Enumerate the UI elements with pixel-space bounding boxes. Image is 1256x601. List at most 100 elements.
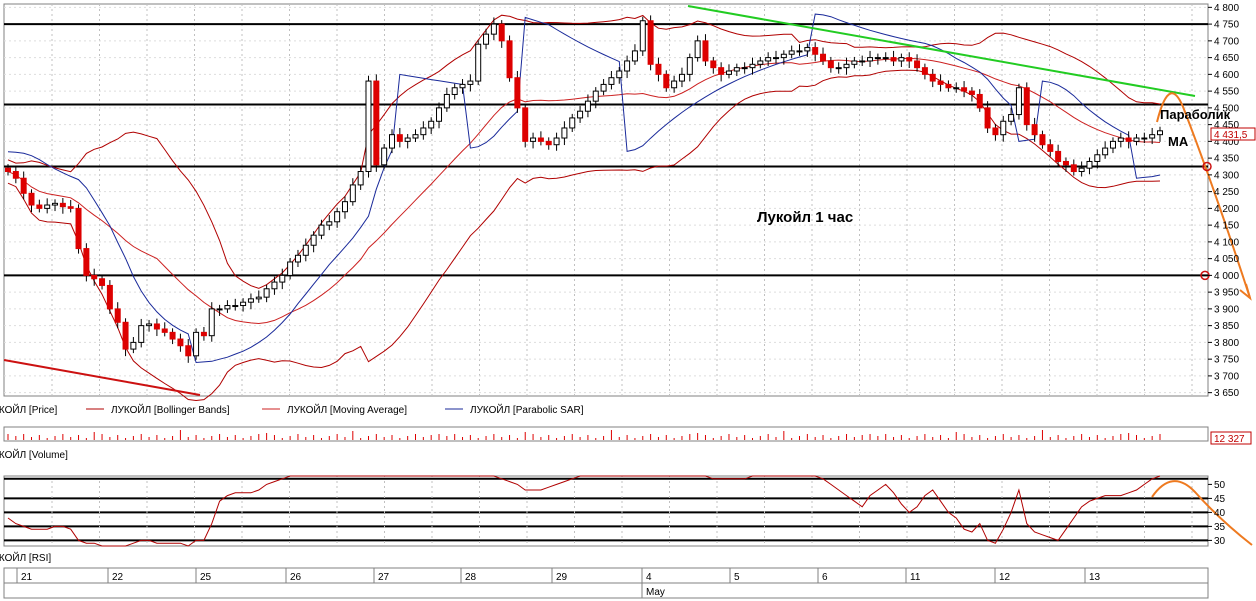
- candle-body: [67, 206, 74, 209]
- candle-body: [44, 204, 51, 209]
- rsi-legend: ЛУКОЙЛ [RSI]: [0, 551, 51, 564]
- candle-body: [232, 305, 239, 308]
- candle-body: [725, 70, 732, 75]
- parabolic-sar-line: [7, 13, 1161, 364]
- y-tick-label: 4 800: [1214, 3, 1239, 14]
- rsi-tick-label: 50: [1214, 480, 1226, 491]
- candle-body: [263, 288, 270, 298]
- candle-body: [200, 331, 207, 337]
- candle-body: [663, 73, 670, 89]
- candle-body: [577, 110, 584, 119]
- candle-body: [733, 67, 740, 72]
- candle-body: [796, 50, 803, 53]
- candle-body: [28, 192, 35, 206]
- candle-body: [436, 107, 443, 122]
- day-label: 26: [290, 572, 302, 583]
- candle-body: [773, 57, 779, 60]
- candle-body: [153, 323, 160, 330]
- candle-body: [1133, 137, 1140, 142]
- y-tick-label: 3 900: [1214, 304, 1239, 315]
- candle-body: [106, 284, 113, 310]
- candle-body: [1094, 154, 1101, 162]
- candle-body: [639, 20, 646, 52]
- y-tick-label: 4 000: [1214, 271, 1239, 282]
- candle-body: [349, 184, 356, 203]
- candle-body: [1023, 87, 1030, 126]
- candle-body: [992, 127, 999, 136]
- candle-body: [859, 60, 866, 63]
- candle-body: [443, 93, 450, 109]
- candle-body: [1102, 147, 1109, 156]
- candle-body: [420, 127, 427, 136]
- candle-body: [357, 171, 364, 186]
- day-label: 11: [910, 572, 921, 583]
- candle-body: [185, 345, 192, 357]
- legend-price: ЛУКОЙЛ [Price]: [0, 403, 57, 416]
- day-label: 25: [200, 572, 212, 583]
- candle-body: [1157, 130, 1163, 136]
- day-label: 27: [378, 572, 390, 583]
- candle-body: [1109, 140, 1116, 149]
- rsi-plot-frame: [3, 475, 1209, 547]
- candle-body: [5, 167, 11, 173]
- y-tick-label: 4 250: [1214, 187, 1239, 198]
- candle-body: [59, 202, 66, 208]
- legend-ma: ЛУКОЙЛ [Moving Average]: [287, 403, 407, 416]
- candle-body: [843, 63, 850, 69]
- candle-body: [1117, 137, 1124, 142]
- candle-body: [287, 261, 294, 276]
- parabolic-sar: [7, 13, 1161, 364]
- candle-body: [83, 248, 90, 276]
- candle-body: [1039, 134, 1046, 146]
- forecast-arrow-price: [1156, 92, 1251, 299]
- rsi-y-axis: 50 45 40 35 30: [1208, 480, 1226, 547]
- candle-body: [788, 50, 795, 55]
- candle-body: [208, 308, 215, 337]
- candle-body: [553, 137, 560, 146]
- y-tick-label: 4 350: [1214, 154, 1239, 165]
- candle-body: [874, 57, 881, 60]
- candle-body: [1047, 144, 1054, 152]
- candle-body: [522, 107, 529, 142]
- candle-body: [459, 83, 466, 89]
- candle-body: [592, 90, 599, 102]
- candle-body: [341, 201, 348, 213]
- forecast-arrow-rsi: [1151, 480, 1253, 546]
- candle-body: [608, 77, 615, 85]
- rsi-tick-label: 30: [1214, 536, 1226, 547]
- candle-body: [169, 331, 176, 340]
- candle-body: [961, 87, 968, 92]
- y-tick-label: 3 850: [1214, 321, 1239, 332]
- candle-body: [537, 137, 544, 142]
- candle-body: [240, 301, 247, 307]
- rsi-grid: [4, 476, 1208, 546]
- candle-body: [404, 137, 411, 142]
- candle-body: [1086, 160, 1093, 169]
- day-label: 29: [556, 572, 568, 583]
- candle-body: [506, 40, 513, 79]
- candle-body: [812, 47, 819, 55]
- candle-body: [906, 57, 913, 62]
- y-tick-label: 4 100: [1214, 237, 1239, 248]
- y-tick-label: 3 950: [1214, 288, 1239, 299]
- candle-body: [710, 60, 717, 69]
- candle-body: [255, 296, 262, 300]
- forecast-arrowhead-price: [1239, 283, 1252, 301]
- candle-body: [20, 177, 27, 194]
- candle-body: [1125, 137, 1132, 142]
- candle-body: [655, 63, 662, 75]
- candle-body: [490, 23, 497, 35]
- bollinger-lower: [7, 69, 1161, 402]
- candle-body: [1062, 160, 1069, 166]
- candle-body: [765, 57, 772, 62]
- candle-body: [1078, 167, 1085, 173]
- candle-body: [718, 67, 725, 75]
- price-levels: [4, 23, 1208, 277]
- chart-title: Лукойл 1 час: [757, 209, 853, 226]
- day-labels: 21 22 25 26 27 28 29 4 5 6 11 12 13: [16, 568, 1101, 583]
- y-tick-label: 4 400: [1214, 137, 1239, 148]
- candle-body: [898, 57, 905, 62]
- y-tick-label: 3 800: [1214, 338, 1239, 349]
- volume-pane: 12 327 ЛУКОЙЛ [Volume]: [0, 426, 1252, 461]
